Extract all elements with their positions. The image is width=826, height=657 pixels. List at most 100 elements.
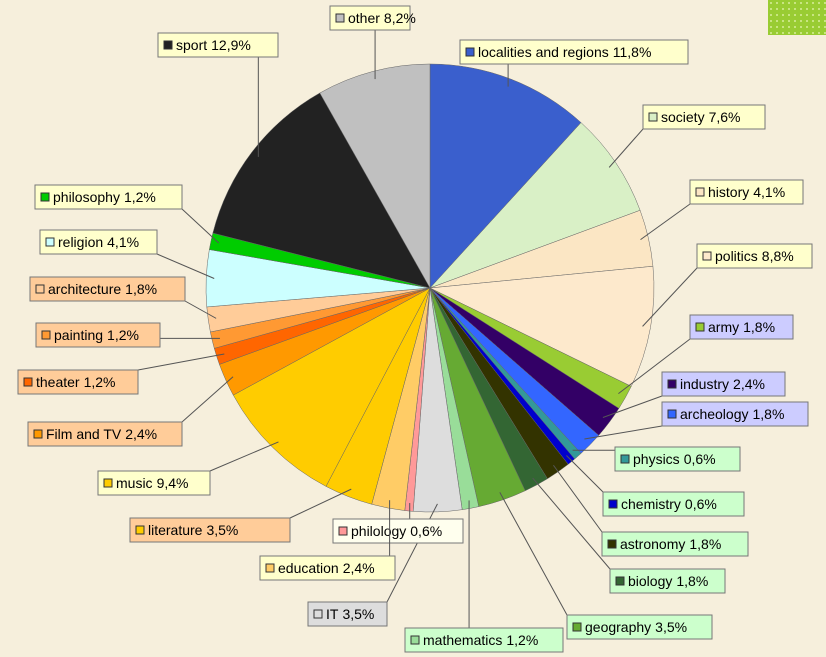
label-name: painting xyxy=(54,327,103,343)
label-value: 11,8% xyxy=(613,44,652,60)
label-box xyxy=(689,179,804,205)
data-label: archeology 1,8% xyxy=(680,406,784,422)
label-name: physics xyxy=(633,451,680,467)
legend-swatch xyxy=(35,284,45,294)
legend-swatch xyxy=(572,622,582,632)
data-label: literature 3,5% xyxy=(148,522,238,538)
data-label: painting 1,2% xyxy=(54,327,139,343)
label-name: literature xyxy=(148,522,203,538)
legend-swatch xyxy=(338,526,348,536)
legend-swatch xyxy=(23,377,33,387)
label-value: 1,2% xyxy=(124,189,156,205)
decoration xyxy=(768,0,826,35)
legend-swatch xyxy=(40,192,50,202)
leader-line xyxy=(642,267,698,327)
data-label: astronomy 1,8% xyxy=(620,536,721,552)
legend-swatch xyxy=(607,539,617,549)
legend-swatch xyxy=(103,478,113,488)
legend-swatch xyxy=(33,429,43,439)
data-label: music 9,4% xyxy=(116,475,188,491)
label-name: theater xyxy=(36,374,80,390)
label-name: geography xyxy=(585,619,651,635)
legend-swatch xyxy=(608,499,618,509)
data-label: mathematics 1,2% xyxy=(423,632,538,648)
legend-swatch xyxy=(615,576,625,586)
label-name: astronomy xyxy=(620,536,685,552)
label-box xyxy=(259,555,396,581)
label-value: 1,8% xyxy=(753,406,785,422)
label-box xyxy=(332,518,464,544)
label-value: 0,6% xyxy=(684,451,716,467)
pie-slice xyxy=(232,287,431,487)
label-name: mathematics xyxy=(423,632,502,648)
label-box xyxy=(39,229,158,255)
label-value: 9,4% xyxy=(157,475,189,491)
legend-swatch xyxy=(667,409,677,419)
data-label: other 8,2% xyxy=(348,10,416,26)
label-value: 3,5% xyxy=(655,619,687,635)
data-label: architecture 1,8% xyxy=(48,281,157,297)
data-label: society 7,6% xyxy=(661,109,741,125)
label-name: localities and regions xyxy=(478,44,609,60)
legend-swatch xyxy=(45,237,55,247)
label-name: biology xyxy=(628,573,672,589)
label-box xyxy=(34,184,183,210)
label-box xyxy=(97,470,211,496)
label-name: politics xyxy=(715,248,758,264)
leader-line xyxy=(184,300,217,319)
label-value: 2,4% xyxy=(733,376,765,392)
label-value: 0,6% xyxy=(410,523,442,539)
legend-swatch xyxy=(695,322,705,332)
label-box xyxy=(17,369,139,395)
legend-swatch xyxy=(313,609,323,619)
pie-slice xyxy=(319,63,431,289)
legend-swatch xyxy=(465,47,475,57)
label-name: philology xyxy=(351,523,406,539)
label-value: 1,8% xyxy=(689,536,721,552)
label-box xyxy=(459,39,689,65)
label-value: 2,4% xyxy=(343,560,375,576)
label-value: 4,1% xyxy=(753,184,785,200)
label-box xyxy=(29,276,186,302)
data-label: industry 2,4% xyxy=(680,376,765,392)
leader-line xyxy=(289,488,352,519)
label-value: 1,8% xyxy=(125,281,157,297)
label-value: 1,2% xyxy=(107,327,139,343)
label-name: music xyxy=(116,475,153,491)
data-label: physics 0,6% xyxy=(633,451,716,467)
label-box xyxy=(404,627,564,653)
legend-swatch xyxy=(620,454,630,464)
legend-swatch xyxy=(135,525,145,535)
label-name: other xyxy=(348,10,380,26)
legend-swatch xyxy=(41,330,51,340)
leader-line xyxy=(137,353,225,371)
leader-line xyxy=(181,208,220,244)
leader-line xyxy=(553,464,603,533)
leader-line xyxy=(209,441,279,472)
data-label: biology 1,8% xyxy=(628,573,708,589)
leader-line xyxy=(618,338,691,395)
data-label: localities and regions 11,8% xyxy=(478,44,651,60)
label-box xyxy=(157,32,279,58)
data-label: sport 12,9% xyxy=(176,37,251,53)
data-label: army 1,8% xyxy=(708,319,775,335)
label-name: industry xyxy=(680,376,729,392)
data-label: IT 3,5% xyxy=(326,606,374,622)
label-value: 12,9% xyxy=(211,37,251,53)
leader-line xyxy=(640,203,691,241)
label-name: history xyxy=(708,184,749,200)
data-label: geography 3,5% xyxy=(585,619,687,635)
label-box xyxy=(566,614,713,640)
leader-line xyxy=(499,492,568,616)
legend-swatch xyxy=(410,635,420,645)
label-box xyxy=(601,531,749,557)
label-value: 1,8% xyxy=(676,573,708,589)
data-label: politics 8,8% xyxy=(715,248,794,264)
label-value: 3,5% xyxy=(342,606,374,622)
label-value: 1,2% xyxy=(84,374,116,390)
data-label: Film and TV 2,4% xyxy=(46,426,157,442)
pie-slice xyxy=(429,63,582,289)
label-name: chemistry xyxy=(621,496,681,512)
label-box xyxy=(661,371,786,397)
legend-swatch xyxy=(163,40,173,50)
